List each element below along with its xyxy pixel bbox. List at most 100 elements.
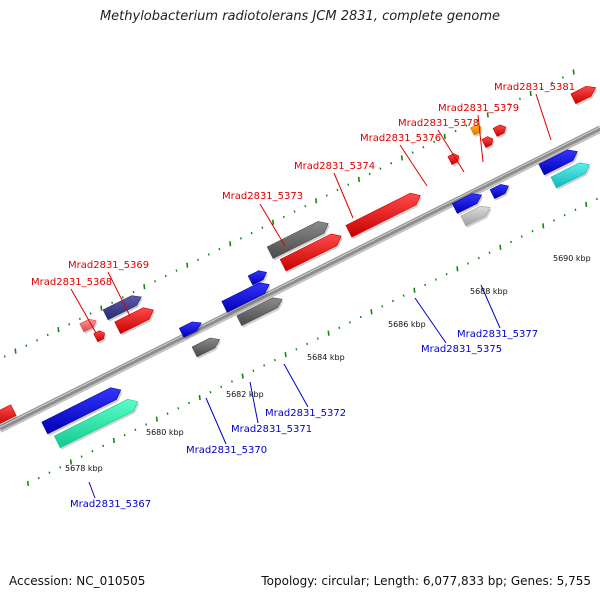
topology-summary: Topology: circular; Length: 6,077,833 bp… xyxy=(261,574,591,588)
top-tick xyxy=(261,226,264,229)
top-tick xyxy=(411,151,414,154)
top-tick xyxy=(25,344,28,347)
bottom-tick xyxy=(284,352,287,358)
top-tick xyxy=(508,103,511,106)
ruler-layer: 5678 kbp 5680 kbp 5682 kbp 5684 kbp 5686 kbp… xyxy=(65,254,591,473)
bottom-tick xyxy=(477,256,480,260)
bottom-tick xyxy=(402,294,405,297)
top-tick xyxy=(164,274,167,278)
bottom-tick xyxy=(563,213,566,217)
top-tick xyxy=(368,172,371,176)
gene-label: Mrad2831_5375 xyxy=(421,344,502,355)
bottom-tick xyxy=(188,401,190,405)
top-tick xyxy=(132,290,135,294)
gene-label: Mrad2831_5372 xyxy=(265,408,346,419)
gene-arrow xyxy=(114,307,154,335)
top-tick xyxy=(465,124,468,127)
label-layer: Mrad2831_5367 Mrad2831_5368 Mrad2831_5369 M… xyxy=(31,82,575,510)
top-tick xyxy=(379,167,382,170)
gene-label: Mrad2831_5369 xyxy=(68,260,149,271)
top-tick xyxy=(282,215,285,219)
gene-arrow xyxy=(221,282,270,313)
bottom-tick xyxy=(48,471,51,474)
bottom-tick xyxy=(316,337,319,340)
leader-line xyxy=(88,481,96,499)
gene-arrow xyxy=(178,321,202,338)
gene-arrow xyxy=(79,318,97,333)
leader-line xyxy=(477,114,484,163)
top-tick xyxy=(433,140,436,143)
gene-layer xyxy=(0,86,598,450)
leader-line xyxy=(259,203,286,247)
top-tick xyxy=(400,155,403,161)
top-tick xyxy=(336,188,339,192)
gene-label: Mrad2831_5376 xyxy=(360,133,441,144)
gene-label: Mrad2831_5370 xyxy=(186,445,267,456)
top-tick xyxy=(250,231,253,235)
gene-arrow xyxy=(492,124,507,137)
leader-line xyxy=(70,288,97,334)
bottom-tick xyxy=(198,394,201,401)
bottom-tick xyxy=(391,299,394,303)
bottom-tick xyxy=(37,476,40,480)
top-tick xyxy=(36,339,38,342)
gene-arrow xyxy=(489,184,509,199)
top-tick xyxy=(443,133,446,140)
top-tick xyxy=(540,86,543,90)
bottom-tick xyxy=(552,219,555,222)
top-tick xyxy=(314,198,318,204)
top-tick xyxy=(175,269,178,272)
bottom-tick xyxy=(349,321,351,324)
leader-line xyxy=(399,144,428,187)
top-tick xyxy=(3,355,6,358)
gene-arrow xyxy=(538,149,578,176)
gene-arrow xyxy=(451,193,483,214)
bottom-tick xyxy=(295,348,298,351)
gene-label: Mrad2831_5381 xyxy=(494,82,575,93)
leader-line xyxy=(107,271,131,317)
top-tick xyxy=(304,204,307,208)
leader-line xyxy=(480,284,501,329)
bottom-tick xyxy=(230,380,233,383)
gene-arrow xyxy=(236,297,283,326)
gene-arrow xyxy=(570,86,597,105)
top-tick xyxy=(207,253,210,256)
bottom-tick xyxy=(510,240,512,244)
gene-arrow xyxy=(53,399,139,449)
gene-label: Mrad2831_5371 xyxy=(231,424,312,435)
leader-line xyxy=(249,381,259,424)
bottom-tick xyxy=(434,278,437,281)
bottom-tick xyxy=(520,235,523,238)
leader-line xyxy=(283,363,309,408)
bottom-tick xyxy=(574,208,577,211)
top-tick xyxy=(486,112,489,118)
leader-line xyxy=(333,172,354,219)
ruler-label: 5688 kbp xyxy=(470,287,508,296)
gene-arrow xyxy=(470,124,482,136)
backbone-highlight xyxy=(0,126,600,428)
leader-layer xyxy=(70,93,552,499)
leader-line xyxy=(205,397,227,445)
top-tick xyxy=(325,194,328,197)
bottom-tick xyxy=(381,305,384,308)
top-tick xyxy=(518,97,521,101)
bottom-tick xyxy=(531,230,534,233)
bottom-tick xyxy=(467,262,470,265)
top-tick xyxy=(497,108,500,111)
backbone-line xyxy=(0,125,600,431)
gene-label: Mrad2831_5374 xyxy=(294,161,375,172)
top-tick xyxy=(422,145,425,149)
bottom-tick xyxy=(80,455,83,458)
bottom-tick xyxy=(327,330,330,336)
gene-label: Mrad2831_5367 xyxy=(70,499,151,510)
gene-arrow xyxy=(266,221,329,259)
ruler-label: 5682 kbp xyxy=(226,390,264,399)
ruler-label: 5686 kbp xyxy=(388,320,426,329)
top-tick xyxy=(154,280,157,283)
bottom-tick xyxy=(26,480,30,487)
gene-label: Mrad2831_5377 xyxy=(457,329,538,340)
bottom-tick xyxy=(424,283,427,287)
bottom-tick xyxy=(220,385,223,389)
bottom-tick xyxy=(209,391,212,394)
bottom-tick xyxy=(252,369,255,372)
